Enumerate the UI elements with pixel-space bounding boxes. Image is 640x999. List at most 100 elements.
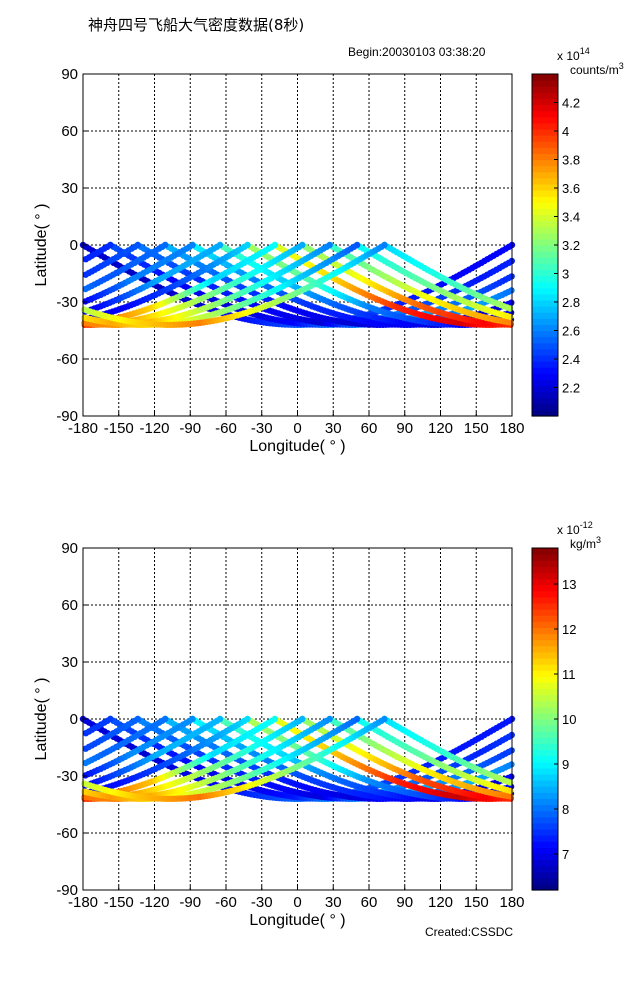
data-point [353, 241, 361, 249]
colorbar-band [532, 196, 558, 203]
colorbar-band [532, 92, 558, 100]
y-tick-label: 30 [61, 180, 78, 197]
x-tick-label: -90 [179, 420, 201, 437]
colorbar-band [532, 780, 558, 787]
colorbar-band [532, 367, 558, 374]
colorbar-band [532, 651, 558, 659]
colorbar-band [532, 348, 558, 356]
data-point [381, 715, 388, 723]
colorbar-tick-label: 3.8 [562, 153, 580, 168]
colorbar-band [532, 853, 558, 861]
colorbar-band [532, 670, 558, 677]
x-tick-label: -150 [104, 894, 134, 911]
data-point [507, 793, 514, 800]
colorbar-band [532, 245, 558, 252]
colorbar-exponent: x 10-12 [557, 520, 593, 537]
colorbar-unit: counts/m3 [570, 61, 624, 77]
colorbar-band [532, 312, 558, 319]
colorbar-band [532, 190, 558, 197]
colorbar-band [532, 257, 558, 264]
colorbar-tick-label: 2.2 [562, 381, 580, 396]
figure-title: 神舟四号飞船大气密度数据(8秒) [88, 16, 304, 34]
colorbar-band [532, 828, 558, 836]
colorbar-band [532, 841, 558, 848]
colorbar-band [532, 609, 558, 616]
colorbar-tick-label: 3.6 [562, 181, 580, 196]
x-tick-label: 90 [396, 420, 413, 437]
data-point [271, 241, 279, 249]
data-point [299, 241, 306, 249]
data-point [507, 313, 514, 321]
colorbar-exponent: x 1014 [557, 46, 590, 63]
y-tick-label: 60 [61, 597, 78, 614]
y-tick-label: -30 [56, 294, 78, 311]
x-tick-label: -120 [139, 894, 169, 911]
colorbar-band [532, 135, 558, 142]
colorbar-band [532, 719, 558, 726]
orbit-points [79, 715, 516, 802]
begin-timestamp: Begin:20030103 03:38:20 [348, 45, 486, 59]
colorbar-band [532, 712, 558, 720]
y-tick-label: 0 [70, 237, 78, 254]
colorbar-band [532, 104, 558, 112]
colorbar-tick-label: 2.4 [562, 352, 580, 367]
colorbar-band [532, 361, 558, 368]
colorbar-tick-label: 12 [562, 622, 576, 637]
colorbar-band [532, 737, 558, 745]
orbit-track [81, 715, 514, 802]
colorbar-band [532, 572, 558, 580]
y-tick-label: -60 [56, 825, 78, 842]
data-point [216, 241, 224, 249]
colorbar-band [532, 554, 558, 561]
data-point [134, 241, 141, 249]
colorbar-band [532, 141, 558, 148]
y-axis-label: Latitude( ° ) [33, 678, 50, 761]
data-point [299, 715, 306, 723]
colorbar-band [532, 657, 558, 665]
colorbar-tick-label: 11 [562, 667, 576, 682]
data-point [162, 241, 169, 249]
created-credit: Created:CSSDC [425, 925, 513, 939]
data-point [216, 715, 224, 723]
x-tick-label: 180 [499, 420, 524, 437]
colorbar-band [532, 664, 558, 671]
y-tick-label: -90 [56, 408, 78, 425]
y-axis-label: Latitude( ° ) [33, 204, 50, 287]
colorbar-band [532, 226, 558, 234]
colorbar-band [532, 627, 558, 635]
colorbar-band [532, 275, 558, 283]
x-tick-label: -60 [215, 894, 237, 911]
data-point [189, 715, 196, 723]
colorbar-band [532, 293, 558, 301]
data-point [271, 715, 279, 723]
x-tick-label: 0 [293, 894, 301, 911]
data-point [134, 715, 141, 723]
x-tick-label: 180 [499, 894, 524, 911]
colorbar-band [532, 602, 558, 610]
x-tick-label: -180 [68, 894, 98, 911]
colorbar-band [532, 761, 558, 769]
colorbar-tick-label: 9 [562, 757, 569, 772]
x-tick-label: 150 [464, 894, 489, 911]
colorbar-band [532, 633, 558, 641]
x-tick-label: -30 [251, 420, 273, 437]
colorbar-band [532, 385, 558, 393]
x-tick-label: -120 [139, 420, 169, 437]
x-axis-label: Longitude( ° ) [249, 438, 345, 455]
colorbar-band [532, 74, 558, 81]
colorbar-band [532, 645, 558, 653]
x-tick-label: -150 [104, 420, 134, 437]
colorbar-band [532, 865, 558, 873]
x-tick-label: 0 [293, 420, 301, 437]
colorbar-band [532, 871, 558, 879]
x-tick-label: 30 [325, 894, 342, 911]
colorbar-band [532, 86, 558, 93]
y-tick-label: 90 [61, 66, 78, 83]
colorbar-band [532, 299, 558, 307]
colorbar-tick-label: 2.6 [562, 324, 580, 339]
data-point [326, 241, 333, 249]
colorbar-band [532, 877, 558, 885]
colorbar-band [532, 621, 558, 628]
colorbar-tick-label: 4 [562, 124, 569, 139]
